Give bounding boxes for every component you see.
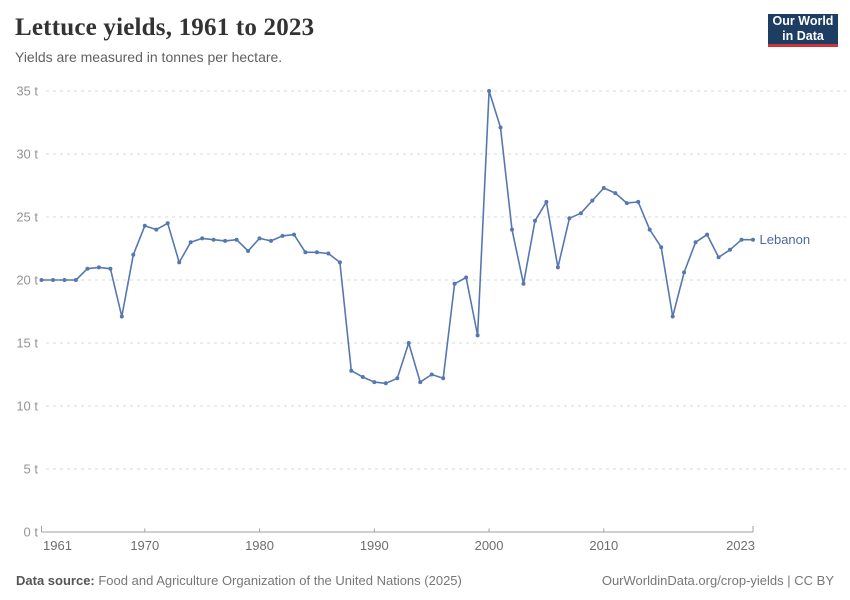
owid-logo[interactable]: Our World in Data: [768, 14, 838, 47]
chart-subtitle: Yields are measured in tonnes per hectar…: [15, 49, 283, 65]
svg-text:2010: 2010: [589, 538, 618, 553]
svg-text:25 t: 25 t: [16, 210, 38, 225]
svg-text:1990: 1990: [360, 538, 389, 553]
y-gridlines: [46, 90, 846, 470]
data-source-label: Data source:: [16, 573, 95, 588]
data-source-text: Food and Agriculture Organization of the…: [94, 573, 462, 588]
x-axis: [41, 526, 754, 533]
svg-text:5 t: 5 t: [24, 462, 39, 477]
y-tick-labels: 0 t 5 t 10 t 15 t 20 t 25 t 30 t 35 t: [16, 84, 38, 540]
svg-text:2023: 2023: [726, 538, 755, 553]
svg-text:35 t: 35 t: [16, 84, 38, 99]
svg-text:1961: 1961: [43, 538, 72, 553]
svg-text:0 t: 0 t: [24, 525, 39, 540]
owid-logo-line2: in Data: [782, 29, 824, 43]
data-points-lebanon: [39, 89, 755, 386]
owid-url-license[interactable]: OurWorldinData.org/crop-yields | CC BY: [601, 573, 834, 588]
svg-text:1980: 1980: [245, 538, 274, 553]
owid-logo-line1: Our World: [772, 14, 834, 28]
chart-footer: Data source: Food and Agriculture Organi…: [16, 573, 834, 588]
svg-text:30 t: 30 t: [16, 147, 38, 162]
chart-header: Lettuce yields, 1961 to 2023 Yields are …: [15, 14, 730, 65]
svg-text:15 t: 15 t: [16, 336, 38, 351]
data-source-note: Data source: Food and Agriculture Organi…: [16, 573, 462, 588]
data-line-lebanon: [40, 90, 754, 385]
x-tick-labels: 1961 1970 1980 1990 2000 2010 2023: [43, 538, 755, 553]
svg-text:10 t: 10 t: [16, 399, 38, 414]
svg-text:1970: 1970: [130, 538, 159, 553]
series-label-lebanon[interactable]: Lebanon: [760, 232, 811, 247]
svg-text:2000: 2000: [475, 538, 504, 553]
page-title: Lettuce yields, 1961 to 2023: [15, 14, 315, 41]
svg-text:20 t: 20 t: [16, 273, 38, 288]
